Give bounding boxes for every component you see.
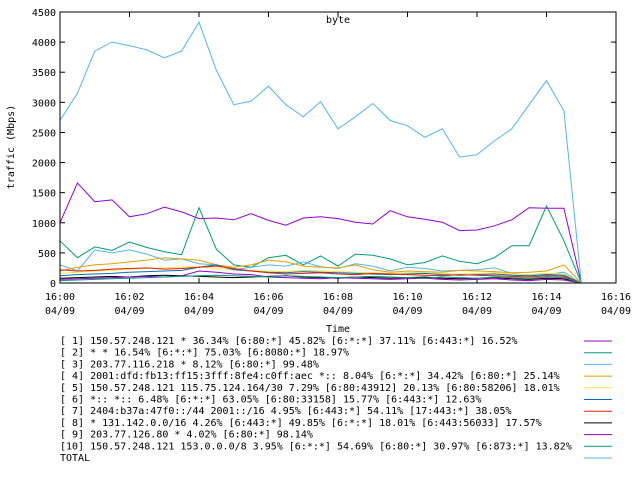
legend-label: [ 9] 203.77.126.80 * 4.02% [6:80:*] 98.1… [60,430,313,441]
series-line-4 [59,257,582,284]
x-tick-date: 04/09 [114,306,144,317]
x-tick-time: 16:04 [184,292,214,303]
x-tick-time: 16:06 [253,292,283,303]
x-tick-date: 04/09 [462,306,492,317]
y-tick-label: 0 [50,279,56,290]
series-line-10 [59,274,582,284]
legend-label: TOTAL [60,453,90,464]
x-tick-time: 16:12 [462,292,492,303]
legend-label: [ 2] * * 16.54% [6:*:*] 75.03% [6:8080:*… [60,348,349,359]
x-tick-date: 04/09 [601,306,631,317]
y-axis-ticks: 0 500 1000 1500 2000 2500 3000 3500 4000 4500 [32,8,616,290]
x-axis-label: Time [326,324,350,335]
legend-label: [ 6] *:: *:: 6.48% [6:*:*] 63.05% [6:80:… [60,395,481,406]
y-axis-label: traffic (Mbps) [6,105,17,189]
y-tick-label: 4000 [32,38,56,49]
series-line-7 [59,265,582,284]
x-tick-date: 04/09 [531,306,561,317]
series-line-11 [59,21,582,284]
x-tick-date: 04/09 [323,306,353,317]
plot-frame [59,11,617,284]
x-tick-time: 16:00 [45,292,75,303]
y-tick-label: 4500 [32,8,56,19]
y-tick-label: 500 [38,249,56,260]
chart-title: byte [326,15,350,26]
legend-label: [ 8] * 131.142.0.0/16 4.26% [6:443:*] 49… [60,418,542,429]
y-tick-label: 3500 [32,68,56,79]
series-line-6 [59,264,582,284]
x-axis-ticks: 16:00 04/09 16:02 04/09 16:04 04/09 16:06 04/09… [45,12,631,317]
x-tick-time: 16:14 [531,292,561,303]
legend-label: [ 4] 2001:dfd:fb13:ff15:3fff:8fe4:c0ff:a… [60,371,560,382]
series-line-2 [59,204,582,284]
x-tick-date: 04/09 [253,306,283,317]
y-tick-label: 3000 [32,98,56,109]
series-line-1 [59,182,582,284]
x-tick-time: 16:02 [114,292,144,303]
series-line-5 [59,266,582,284]
x-tick-time: 16:10 [392,292,422,303]
legend-label: [10] 150.57.248.121 153.0.0.0/8 3.95% [6… [60,441,572,452]
y-tick-label: 2000 [32,159,56,170]
legend-label: [ 1] 150.57.248.121 * 36.34% [6:80:*] 45… [60,336,518,347]
series-line-8 [59,274,582,284]
x-tick-date: 04/09 [184,306,214,317]
y-tick-label: 2500 [32,128,56,139]
series-line-9 [59,270,582,284]
x-tick-date: 04/09 [45,306,75,317]
legend-label: [ 5] 150.57.248.121 115.75.124.164/30 7.… [60,383,560,394]
y-tick-label: 1500 [32,189,56,200]
x-tick-time: 16:16 [601,292,631,303]
series-lines [59,21,582,284]
series-line-3 [59,249,582,284]
x-tick-date: 04/09 [392,306,422,317]
x-tick-time: 16:08 [323,292,353,303]
legend-label: [ 3] 203.77.116.218 * 8.12% [6:80:*] 99.… [60,359,319,370]
y-tick-label: 1000 [32,219,56,230]
legend: [ 1] 150.57.248.121 * 36.34% [6:80:*] 45… [60,336,612,464]
legend-label: [ 7] 2404:b37a:47f0::/44 2001::/16 4.95%… [60,406,512,417]
